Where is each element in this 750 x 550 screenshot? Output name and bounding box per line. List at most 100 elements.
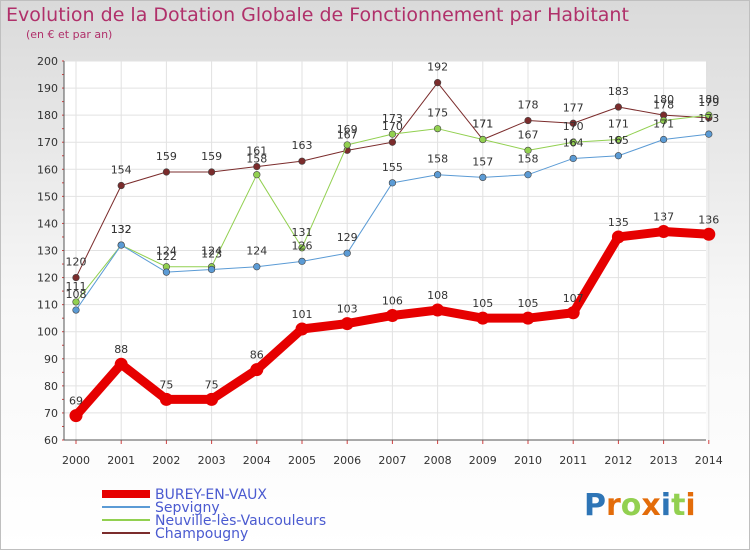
data-label: 158: [246, 153, 267, 166]
data-label: 124: [156, 245, 177, 258]
data-label: 169: [337, 123, 358, 136]
y-tick-label: 100: [37, 326, 58, 339]
data-point: [72, 273, 80, 282]
data-label: 108: [427, 289, 448, 302]
data-point: [340, 317, 354, 331]
y-tick-label: 90: [44, 353, 58, 366]
data-point: [343, 249, 351, 257]
data-label: 171: [653, 118, 674, 131]
data-point: [298, 157, 306, 165]
data-label: 167: [337, 128, 358, 141]
data-point: [388, 130, 397, 138]
y-tick-label: 110: [37, 299, 58, 312]
data-point: [614, 103, 623, 111]
data-point: [72, 306, 80, 314]
legend-label: Neuville-lès-Vaucouleurs: [155, 513, 326, 529]
data-point: [434, 125, 442, 133]
x-tick-label: 2009: [469, 454, 497, 467]
data-label: 136: [698, 213, 719, 226]
x-tick-label: 2000: [62, 454, 90, 467]
data-label: 69: [69, 395, 83, 408]
data-point: [705, 111, 713, 119]
data-label: 111: [66, 280, 87, 293]
data-label: 178: [653, 99, 674, 112]
y-tick-label: 200: [37, 55, 58, 68]
chart-subtitle: (en € et par an): [26, 28, 113, 41]
y-tick-label: 80: [44, 380, 58, 393]
data-label: 183: [608, 85, 629, 98]
data-label: 131: [292, 226, 313, 239]
data-point: [434, 79, 442, 87]
data-label: 106: [382, 294, 403, 307]
data-point: [253, 162, 261, 171]
data-point: [388, 179, 397, 187]
data-point: [208, 265, 216, 274]
data-point: [253, 263, 261, 271]
x-tick-label: 2004: [243, 454, 271, 467]
data-label: 88: [114, 343, 128, 356]
data-label: 178: [518, 99, 539, 112]
y-tick-label: 190: [37, 82, 58, 95]
data-point: [117, 181, 125, 190]
x-tick-label: 2002: [152, 454, 180, 467]
data-point: [69, 409, 83, 423]
data-point: [159, 392, 173, 406]
data-point: [72, 298, 80, 306]
x-tick-label: 2013: [650, 454, 678, 467]
y-tick-label: 130: [37, 245, 58, 258]
data-point: [298, 244, 306, 252]
data-label: 171: [472, 118, 493, 131]
data-label: 170: [563, 120, 584, 133]
data-point: [253, 171, 261, 179]
data-point: [479, 135, 487, 144]
legend-label: BUREY-EN-VAUX: [155, 487, 267, 503]
x-tick-label: 2014: [695, 454, 723, 467]
data-label: 120: [66, 256, 87, 269]
x-tick-label: 2012: [604, 454, 632, 467]
data-point: [524, 116, 532, 125]
x-tick-label: 2005: [288, 454, 316, 467]
data-label: 126: [292, 239, 313, 252]
data-label: 167: [518, 128, 539, 141]
data-point: [343, 141, 351, 149]
data-label: 175: [427, 107, 448, 120]
data-point: [659, 135, 668, 144]
y-tick-label: 170: [37, 136, 58, 149]
y-tick-label: 140: [37, 217, 58, 230]
data-label: 171: [608, 118, 629, 131]
data-point: [117, 241, 125, 249]
data-point: [702, 227, 716, 241]
data-label: 155: [382, 161, 403, 174]
data-point: [388, 138, 397, 146]
data-point: [385, 308, 399, 322]
data-label: 75: [159, 378, 173, 391]
legend-label: Sepvigny: [155, 500, 220, 516]
data-label: 159: [156, 150, 177, 163]
data-label: 158: [427, 153, 448, 166]
x-tick-label: 2001: [107, 454, 135, 467]
data-label: 192: [427, 61, 448, 74]
data-point: [524, 146, 532, 154]
data-label: 161: [246, 145, 267, 158]
data-point: [566, 306, 580, 320]
data-label: 124: [246, 245, 267, 258]
data-point: [524, 171, 532, 179]
y-tick-label: 60: [44, 434, 58, 447]
x-tick-label: 2008: [424, 454, 452, 467]
data-label: 137: [653, 211, 674, 224]
data-label: 108: [66, 288, 87, 301]
data-label: 75: [205, 378, 219, 391]
data-point: [659, 116, 668, 125]
data-point: [614, 135, 623, 144]
data-point: [250, 363, 264, 377]
data-label: 132: [111, 223, 132, 236]
data-label: 173: [698, 112, 719, 125]
data-label: 180: [698, 93, 719, 106]
data-label: 107: [563, 292, 584, 305]
data-label: 177: [563, 101, 584, 114]
data-label: 123: [201, 247, 222, 260]
data-label: 86: [250, 349, 264, 362]
data-point: [162, 168, 170, 176]
data-label: 180: [653, 93, 674, 106]
chart-title: Evolution de la Dotation Globale de Fonc…: [6, 4, 629, 26]
